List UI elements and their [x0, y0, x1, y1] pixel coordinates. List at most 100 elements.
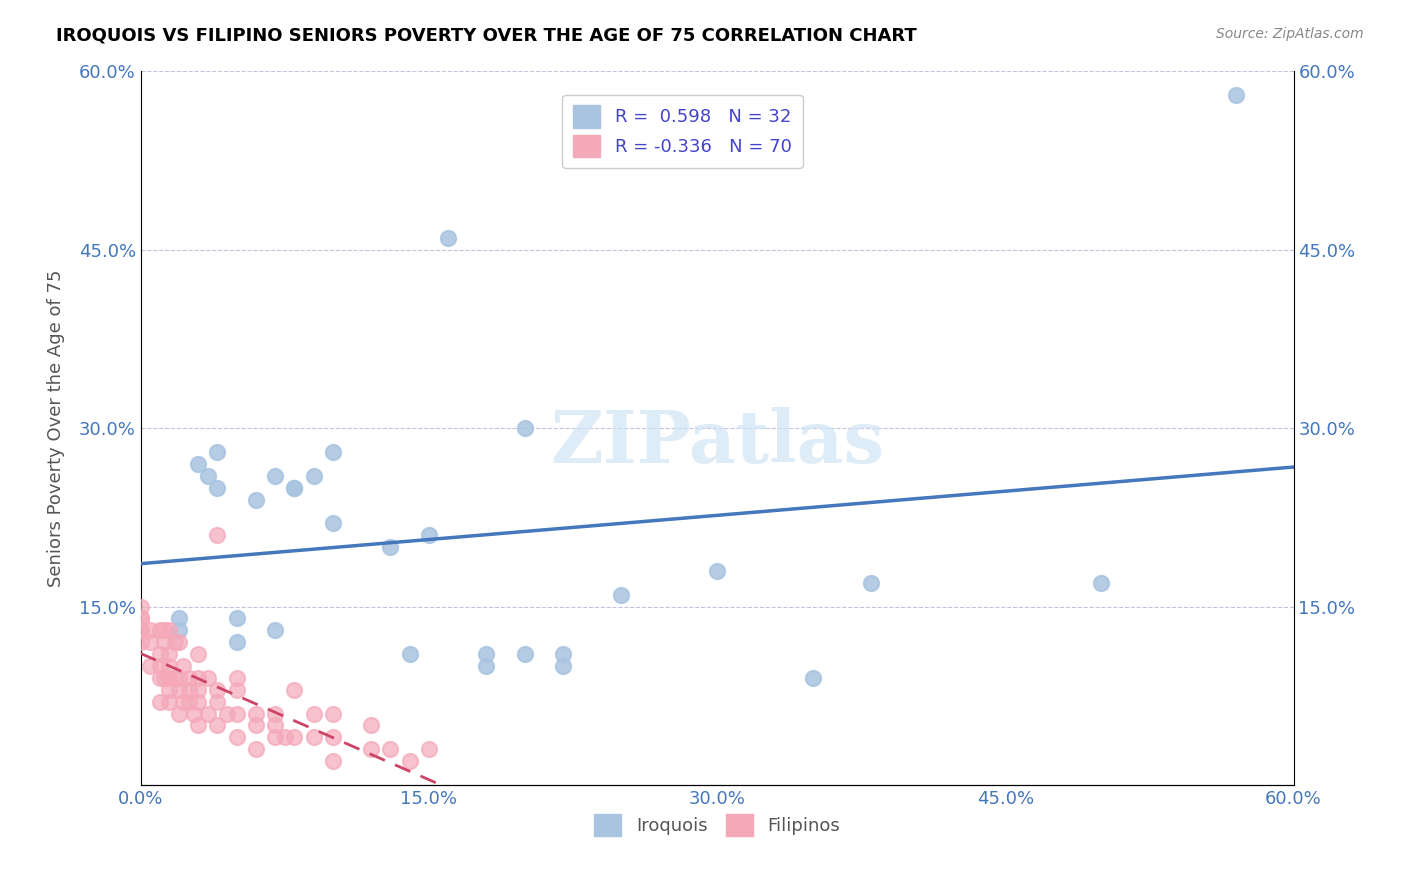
Point — [207, 682, 229, 697]
Point — [177, 682, 200, 697]
Point — [513, 647, 536, 661]
Point — [245, 718, 267, 732]
Point — [207, 695, 229, 709]
Point — [322, 731, 344, 745]
Point — [167, 611, 190, 625]
Point — [187, 457, 209, 471]
Point — [159, 647, 180, 661]
Point — [197, 468, 219, 483]
Point — [706, 564, 728, 578]
Point — [283, 481, 305, 495]
Point — [207, 445, 229, 459]
Point — [177, 671, 200, 685]
Point — [322, 445, 344, 459]
Point — [225, 682, 247, 697]
Point — [302, 706, 325, 721]
Point — [302, 468, 325, 483]
Point — [187, 671, 209, 685]
Point — [139, 659, 162, 673]
Point — [165, 635, 187, 649]
Point — [264, 706, 287, 721]
Point — [152, 624, 174, 638]
Point — [553, 647, 575, 661]
Text: ZIPatlas: ZIPatlas — [550, 407, 884, 478]
Point — [129, 611, 152, 625]
Point — [264, 731, 287, 745]
Point — [172, 659, 194, 673]
Point — [187, 695, 209, 709]
Point — [177, 695, 200, 709]
Text: Source: ZipAtlas.com: Source: ZipAtlas.com — [1216, 27, 1364, 41]
Point — [129, 635, 152, 649]
Point — [129, 624, 152, 638]
Point — [167, 624, 190, 638]
Point — [165, 671, 187, 685]
Point — [207, 481, 229, 495]
Point — [1225, 88, 1247, 103]
Point — [172, 695, 194, 709]
Point — [187, 682, 209, 697]
Point — [475, 659, 498, 673]
Point — [302, 731, 325, 745]
Point — [149, 695, 172, 709]
Point — [149, 624, 172, 638]
Point — [264, 468, 287, 483]
Point — [183, 706, 205, 721]
Point — [159, 682, 180, 697]
Point — [437, 231, 460, 245]
Point — [139, 635, 162, 649]
Point — [225, 706, 247, 721]
Point — [553, 659, 575, 673]
Point — [159, 695, 180, 709]
Point — [159, 671, 180, 685]
Point — [398, 754, 420, 768]
Point — [149, 647, 172, 661]
Point — [167, 635, 190, 649]
Point — [1090, 575, 1112, 590]
Point — [418, 528, 440, 542]
Point — [139, 624, 162, 638]
Legend: Iroquois, Filipinos: Iroquois, Filipinos — [583, 804, 851, 847]
Point — [380, 540, 402, 554]
Y-axis label: Seniors Poverty Over the Age of 75: Seniors Poverty Over the Age of 75 — [46, 269, 65, 587]
Point — [859, 575, 882, 590]
Point — [380, 742, 402, 756]
Text: IROQUOIS VS FILIPINO SENIORS POVERTY OVER THE AGE OF 75 CORRELATION CHART: IROQUOIS VS FILIPINO SENIORS POVERTY OVE… — [56, 27, 917, 45]
Point — [167, 682, 190, 697]
Point — [475, 647, 498, 661]
Point — [360, 742, 382, 756]
Point — [225, 731, 247, 745]
Point — [283, 731, 305, 745]
Point — [149, 671, 172, 685]
Point — [225, 611, 247, 625]
Point — [129, 611, 152, 625]
Point — [149, 659, 172, 673]
Point — [187, 647, 209, 661]
Point — [187, 718, 209, 732]
Point — [159, 624, 180, 638]
Point — [159, 659, 180, 673]
Point — [398, 647, 420, 661]
Point — [264, 718, 287, 732]
Point — [245, 706, 267, 721]
Point — [245, 742, 267, 756]
Point — [129, 624, 152, 638]
Point — [283, 682, 305, 697]
Point — [801, 671, 824, 685]
Point — [274, 731, 297, 745]
Point — [167, 671, 190, 685]
Point — [283, 481, 305, 495]
Point — [264, 624, 287, 638]
Point — [245, 492, 267, 507]
Point — [513, 421, 536, 435]
Point — [217, 706, 239, 721]
Point — [167, 706, 190, 721]
Point — [152, 671, 174, 685]
Point — [225, 671, 247, 685]
Point — [207, 718, 229, 732]
Point — [197, 671, 219, 685]
Point — [322, 516, 344, 531]
Point — [322, 754, 344, 768]
Point — [129, 599, 152, 614]
Point — [610, 588, 633, 602]
